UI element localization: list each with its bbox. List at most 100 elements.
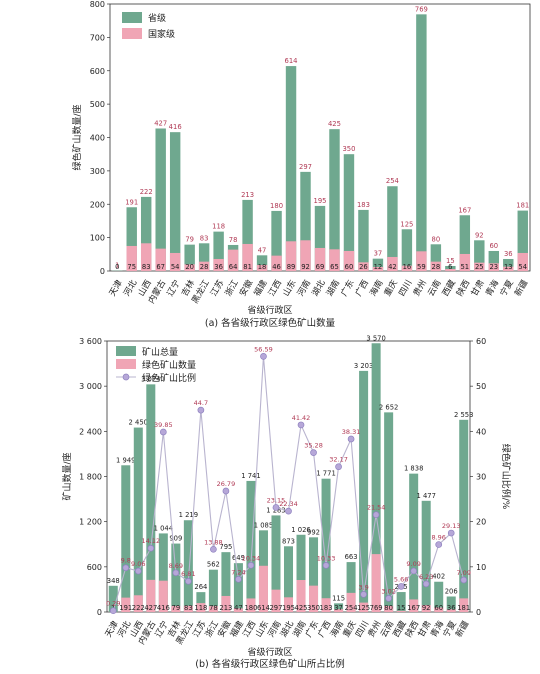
bar-provincial bbox=[459, 215, 471, 271]
bar-provincial bbox=[474, 240, 485, 271]
data-label-provincial: 60 bbox=[489, 242, 498, 250]
ratio-point bbox=[185, 577, 192, 585]
bar-national bbox=[329, 249, 340, 271]
ratio-point bbox=[172, 569, 180, 577]
ratio-label: 14.12 bbox=[142, 537, 161, 545]
bar-green bbox=[183, 605, 193, 612]
data-label-total: 795 bbox=[219, 543, 232, 551]
bar-national bbox=[343, 250, 355, 271]
data-label-national: 26 bbox=[359, 263, 368, 271]
y-tick-label: 800 bbox=[90, 0, 105, 9]
data-label-national: 92 bbox=[301, 263, 310, 271]
bar-national bbox=[401, 265, 413, 271]
legend-label-provincial: 省级 bbox=[148, 12, 166, 24]
data-label-national: 54 bbox=[171, 263, 180, 271]
data-label-national: 16 bbox=[403, 263, 412, 271]
data-label-provincial: 195 bbox=[314, 197, 327, 205]
data-label-total: 206 bbox=[445, 587, 458, 595]
data-label-green: 297 bbox=[269, 604, 282, 612]
y-tick-label: 400 bbox=[90, 134, 105, 143]
data-label-total: 873 bbox=[282, 537, 295, 545]
bar-provincial bbox=[372, 258, 384, 271]
ratio-label: 56.59 bbox=[254, 345, 273, 353]
ratio-label: 35.28 bbox=[304, 442, 323, 450]
y-tick-label: 600 bbox=[90, 67, 105, 76]
data-label-provincial: 297 bbox=[299, 163, 312, 171]
data-label-total: 115 bbox=[332, 594, 345, 602]
ratio-point bbox=[360, 591, 367, 598]
bar-green bbox=[133, 595, 143, 612]
data-label-national: 46 bbox=[272, 263, 281, 271]
data-label-provincial: 769 bbox=[415, 5, 428, 13]
y2-axis-title: 绿色矿山比例/% bbox=[500, 444, 512, 510]
data-label-provincial: 614 bbox=[285, 57, 298, 65]
ratio-label: 6.81 bbox=[181, 570, 195, 578]
bar-green bbox=[346, 592, 356, 612]
data-label-total: 2 450 bbox=[129, 419, 148, 427]
data-label-green: 80 bbox=[384, 604, 393, 612]
ratio-point bbox=[109, 607, 117, 615]
data-label-national: 28 bbox=[432, 263, 441, 271]
ratio-label: 39.85 bbox=[154, 421, 173, 429]
data-label-national: 69 bbox=[316, 263, 325, 271]
bar-total bbox=[246, 480, 256, 612]
ratio-point bbox=[422, 580, 430, 588]
bar-provincial bbox=[358, 209, 369, 271]
data-label-green: 213 bbox=[219, 604, 232, 612]
data-label-national: 54 bbox=[518, 263, 527, 271]
bar-green bbox=[296, 580, 306, 612]
data-label-total: 264 bbox=[194, 583, 207, 591]
data-label-national: 6 bbox=[448, 263, 452, 271]
data-label-total: 992 bbox=[307, 528, 320, 536]
x-tick-label: 贵州 bbox=[411, 278, 429, 298]
data-label-national: 18 bbox=[258, 263, 267, 271]
ratio-point bbox=[122, 564, 130, 572]
ratio-point bbox=[197, 406, 205, 414]
data-label-green: 167 bbox=[407, 604, 420, 612]
bar-provincial bbox=[387, 186, 398, 271]
ratio-label: 41.42 bbox=[292, 414, 311, 422]
x-tick-label: 江西 bbox=[267, 279, 284, 299]
bar-total bbox=[271, 515, 281, 612]
data-label-provincial: 425 bbox=[328, 120, 341, 128]
bar-national bbox=[358, 262, 369, 271]
data-label-provincial: 167 bbox=[458, 206, 471, 214]
ratio-point bbox=[322, 561, 330, 569]
x-tick-label: 河北 bbox=[121, 278, 139, 299]
bar-total bbox=[296, 534, 306, 612]
bar-national bbox=[517, 252, 528, 271]
x-tick-label: 青海 bbox=[483, 278, 501, 299]
bar-total bbox=[133, 427, 143, 612]
bar-national bbox=[213, 258, 224, 271]
legend-label-national: 国家级 bbox=[148, 28, 175, 40]
ratio-point bbox=[410, 567, 418, 575]
bar-provincial bbox=[517, 210, 528, 271]
legend-swatch-total bbox=[116, 346, 136, 356]
data-label-green: 83 bbox=[184, 604, 193, 612]
data-label-provincial: 350 bbox=[342, 145, 355, 153]
ratio-point bbox=[159, 428, 167, 436]
bar-total bbox=[421, 500, 431, 612]
y2-tick-label: 40 bbox=[476, 427, 486, 436]
bar-provincial bbox=[401, 229, 413, 271]
data-label-green: 254 bbox=[345, 604, 358, 612]
ratio-label: 29.13 bbox=[442, 522, 461, 530]
bar-total bbox=[171, 543, 181, 612]
x-axis-title: 省级行政区 bbox=[247, 304, 292, 316]
y-tick-label: 2 400 bbox=[79, 427, 102, 436]
data-label-green: 79 bbox=[172, 604, 181, 612]
data-label-total: 2 652 bbox=[379, 403, 398, 411]
bar-green bbox=[396, 610, 406, 612]
chart-b: 0 600 1 200 1 800 2 400 3 000 3 600 0 10 20 30 40 50… bbox=[61, 334, 512, 658]
ratio-point bbox=[397, 583, 405, 590]
x-tick-label: 广东 bbox=[339, 278, 357, 298]
bar-national bbox=[387, 256, 398, 271]
bar-green bbox=[446, 609, 456, 612]
data-label-green: 118 bbox=[194, 604, 207, 612]
bar-total bbox=[121, 465, 131, 612]
bar-green bbox=[121, 597, 131, 612]
data-label-total: 3 024 bbox=[141, 375, 160, 383]
ratio-point bbox=[297, 421, 305, 429]
x-tick-label: 广西 bbox=[353, 278, 371, 298]
